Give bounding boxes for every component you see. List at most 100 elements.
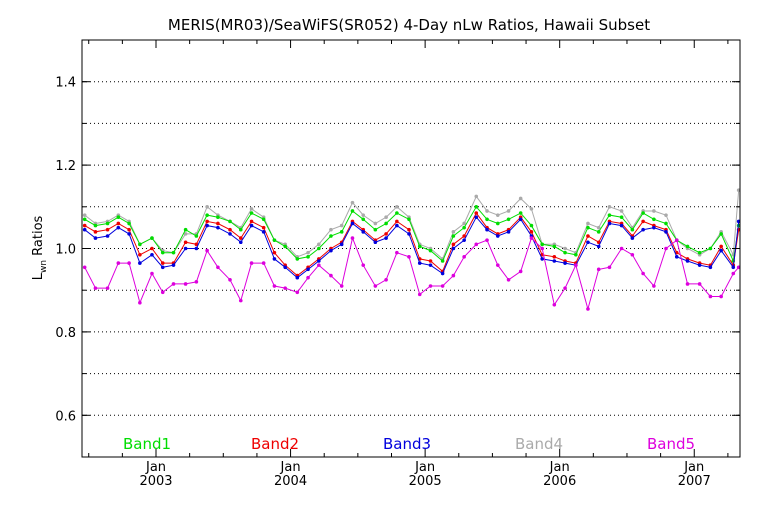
data-point (485, 227, 489, 232)
series-band3 (82, 215, 741, 280)
data-point (574, 252, 578, 257)
data-point (495, 234, 500, 238)
data-point (205, 213, 209, 217)
data-point (228, 232, 232, 236)
data-point (674, 238, 679, 242)
data-point (183, 232, 188, 236)
data-point (295, 275, 300, 280)
data-point (440, 271, 445, 276)
data-point (462, 238, 466, 242)
data-point (272, 250, 277, 255)
y-axis-label-suffix: Ratios (31, 215, 46, 260)
data-point (619, 246, 624, 251)
data-point (339, 284, 344, 288)
data-point (82, 265, 87, 270)
data-point (529, 223, 534, 228)
data-point (373, 284, 378, 288)
data-point (116, 221, 121, 226)
data-point (339, 223, 344, 228)
data-point (339, 242, 344, 247)
data-point (506, 230, 511, 234)
x-tick-label-month: Jan (683, 460, 704, 475)
data-point (339, 230, 344, 234)
data-point (171, 250, 176, 255)
data-point (306, 255, 310, 259)
data-point (417, 261, 422, 265)
data-point (127, 227, 131, 232)
data-point (317, 259, 321, 263)
data-point (540, 242, 544, 247)
data-point (506, 209, 511, 213)
data-point (529, 230, 534, 234)
data-point (183, 227, 188, 232)
data-point (451, 234, 456, 238)
data-point (719, 232, 723, 236)
data-point (317, 246, 321, 251)
data-point (329, 234, 333, 238)
data-point (607, 265, 612, 270)
data-point (506, 217, 511, 222)
data-point (249, 211, 254, 215)
data-point (249, 261, 254, 265)
data-point (407, 232, 411, 236)
data-point (350, 221, 355, 226)
data-point (607, 221, 612, 226)
data-point (596, 267, 601, 272)
data-point (719, 248, 723, 253)
data-point (495, 213, 500, 217)
data-point (228, 227, 232, 232)
data-point (708, 246, 713, 251)
data-point (272, 257, 277, 261)
y-axis-label-main: L (31, 272, 46, 280)
data-point (451, 273, 456, 278)
gridlines (82, 81, 740, 416)
data-point (150, 252, 154, 257)
data-point (329, 248, 333, 253)
data-point (361, 263, 366, 267)
data-point (160, 290, 165, 295)
data-point (82, 213, 87, 217)
data-point (116, 261, 121, 265)
data-point (474, 215, 479, 220)
x-tick-label-year: 2004 (274, 474, 307, 489)
data-point (641, 227, 645, 232)
data-point (630, 236, 635, 240)
y-axis-label-subscript: wn (39, 260, 49, 273)
data-point (216, 265, 220, 270)
data-point (329, 227, 333, 232)
data-point (664, 213, 668, 217)
data-point (563, 246, 567, 251)
data-point (619, 209, 624, 213)
data-point (619, 223, 624, 228)
data-point (249, 219, 254, 224)
data-point (150, 271, 154, 276)
data-point (160, 250, 165, 255)
data-point (228, 219, 232, 224)
data-point (373, 221, 378, 226)
data-point (586, 234, 590, 238)
data-point (596, 225, 601, 230)
y-tick-label: 0.6 (55, 409, 76, 424)
legend-entry: Band1 (123, 435, 171, 453)
data-point (474, 205, 479, 209)
data-point (407, 227, 411, 232)
data-point (506, 277, 511, 282)
data-point (205, 248, 209, 253)
data-point (105, 221, 110, 226)
data-point (630, 227, 635, 232)
data-point (205, 223, 209, 228)
data-point (295, 257, 300, 261)
data-point (228, 277, 232, 282)
data-point (407, 255, 411, 259)
data-point (563, 286, 567, 290)
data-point (563, 250, 567, 255)
series-line (84, 205, 740, 263)
data-point (529, 236, 534, 240)
y-tick-label: 1.2 (55, 159, 76, 174)
data-point (586, 225, 590, 230)
data-point (361, 230, 366, 234)
data-point (574, 263, 578, 267)
data-point (641, 271, 645, 276)
data-point (105, 234, 110, 238)
y-tick-label: 1.4 (55, 76, 76, 91)
